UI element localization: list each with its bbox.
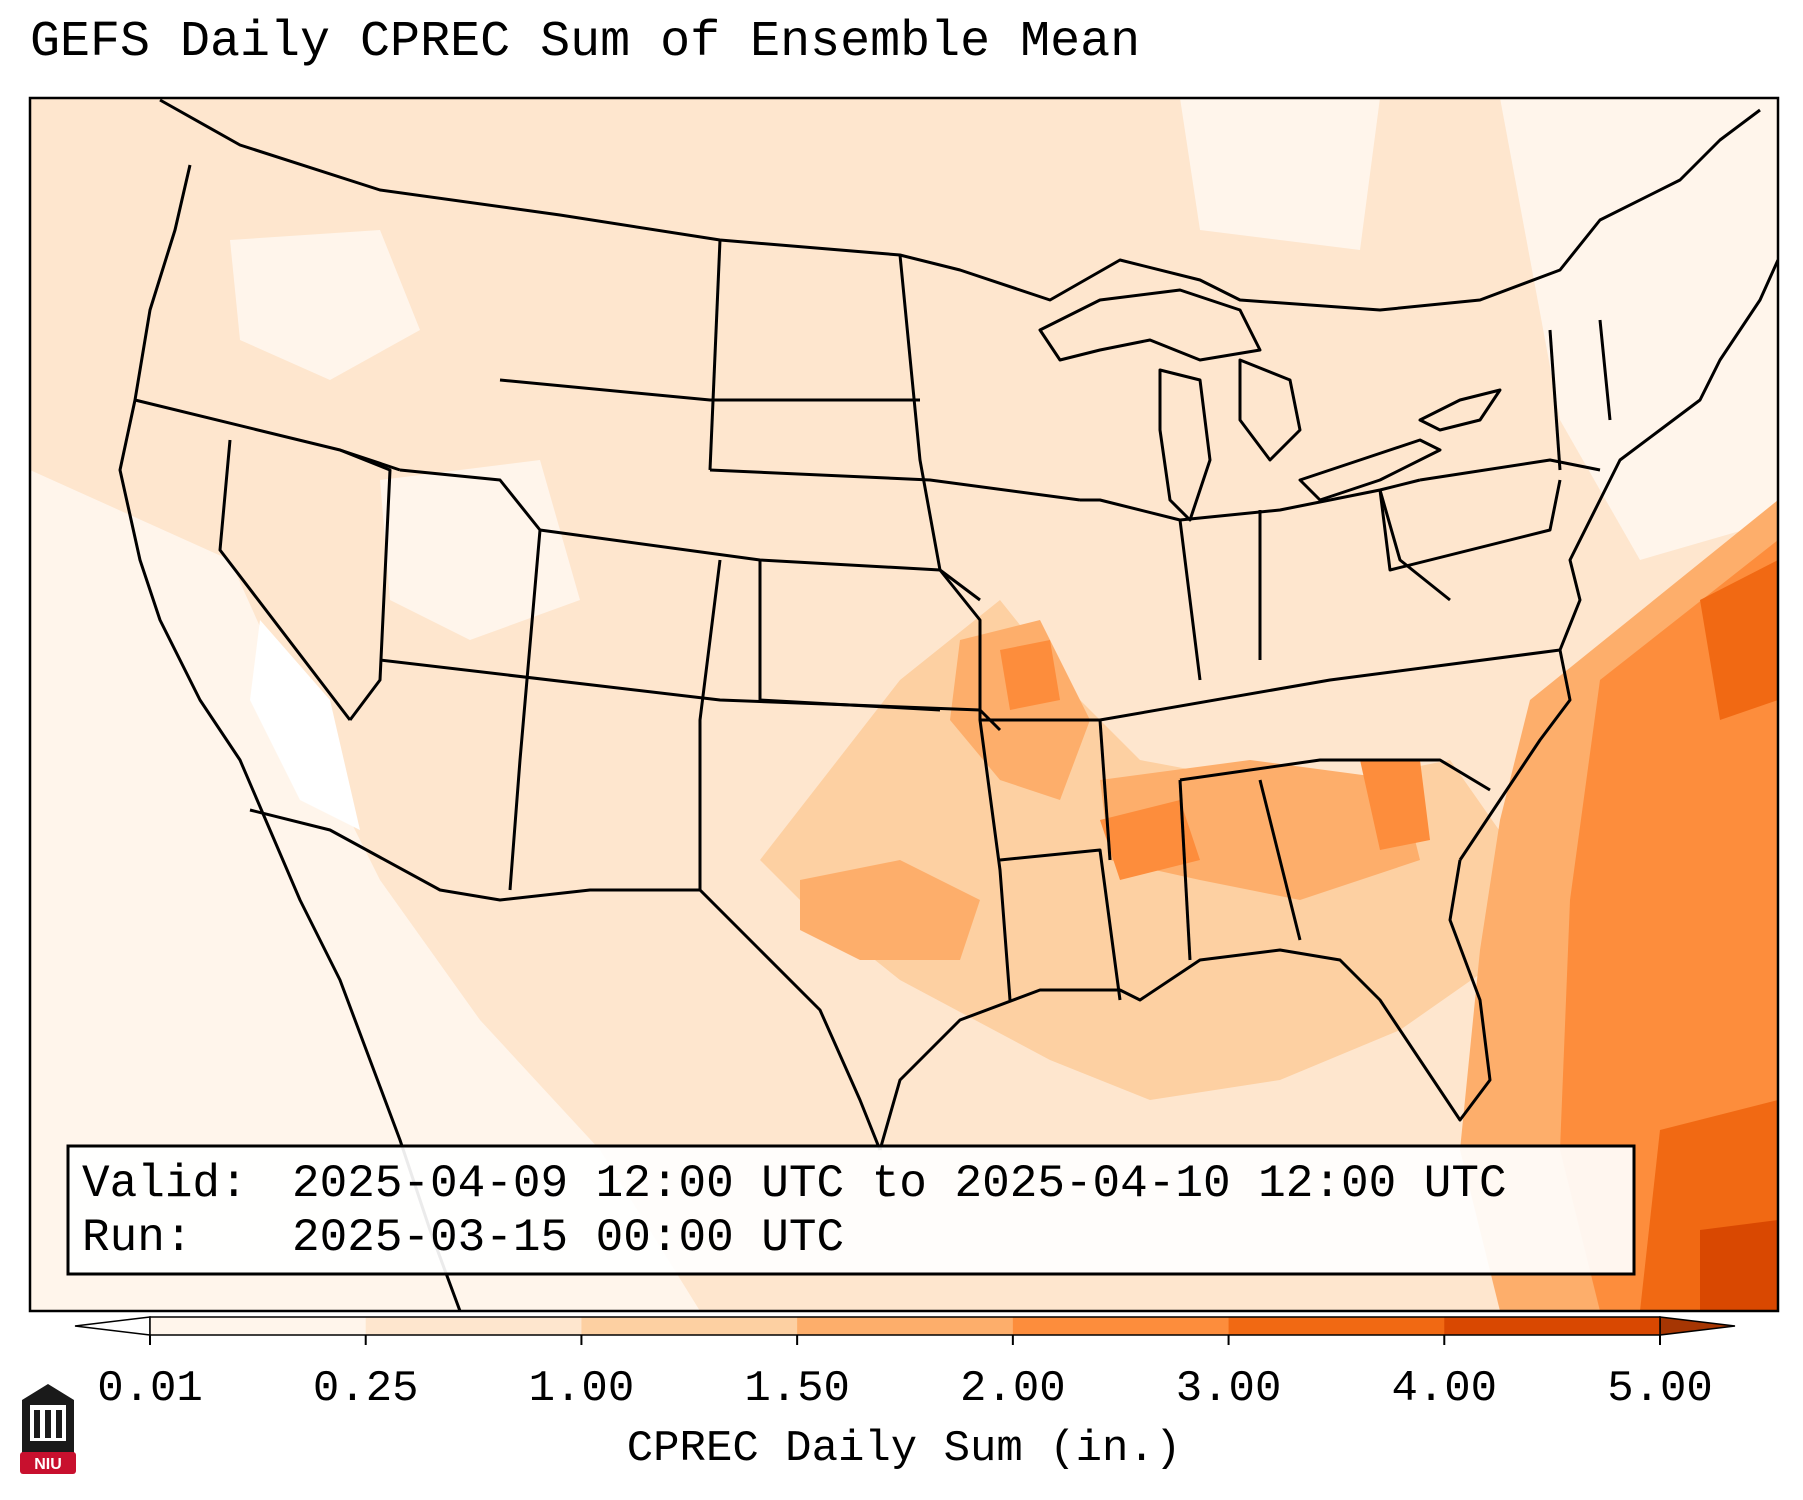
run-value: 2025-03-15 00:00 UTC bbox=[292, 1212, 844, 1264]
colorbar-tick-label: 0.01 bbox=[97, 1364, 203, 1414]
colorbar-segment bbox=[581, 1317, 798, 1335]
colorbar-tick-label: 1.50 bbox=[744, 1364, 850, 1414]
colorbar: 0.01 0.25 1.00 1.50 2.00 3.00 4.00 5.00 bbox=[74, 1316, 1736, 1414]
map-title: GEFS Daily CPREC Sum of Ensemble Mean bbox=[30, 14, 1141, 71]
colorbar-tick-label: 1.00 bbox=[529, 1364, 635, 1414]
colorbar-under-extend bbox=[74, 1316, 151, 1336]
precip-map bbox=[30, 98, 1778, 1311]
valid-value: 2025-04-09 12:00 UTC to 2025-04-10 12:00… bbox=[292, 1158, 1507, 1210]
niu-logo: NIU bbox=[20, 1384, 76, 1474]
colorbar-over-extend bbox=[1659, 1316, 1736, 1336]
colorbar-tick-label: 0.25 bbox=[313, 1364, 419, 1414]
colorbar-label: CPREC Daily Sum (in.) bbox=[627, 1424, 1182, 1474]
niu-logo-text: NIU bbox=[34, 1456, 62, 1473]
colorbar-segment bbox=[150, 1317, 367, 1335]
colorbar-tick-label: 5.00 bbox=[1607, 1364, 1713, 1414]
run-label: Run: bbox=[82, 1212, 192, 1264]
valid-label: Valid: bbox=[82, 1158, 248, 1210]
colorbar-segment bbox=[1228, 1317, 1445, 1335]
colorbar-tick-label: 2.00 bbox=[960, 1364, 1066, 1414]
colorbar-segment bbox=[1012, 1317, 1230, 1335]
colorbar-segment bbox=[365, 1317, 582, 1335]
colorbar-segment bbox=[797, 1317, 1014, 1335]
colorbar-frame bbox=[149, 1316, 1661, 1336]
colorbar-segment bbox=[1444, 1317, 1661, 1335]
colorbar-tick-label: 3.00 bbox=[1176, 1364, 1282, 1414]
info-box: Valid: 2025-04-09 12:00 UTC to 2025-04-1… bbox=[66, 1144, 1636, 1276]
map-frame bbox=[28, 96, 1780, 1313]
colorbar-tick-label: 4.00 bbox=[1391, 1364, 1497, 1414]
